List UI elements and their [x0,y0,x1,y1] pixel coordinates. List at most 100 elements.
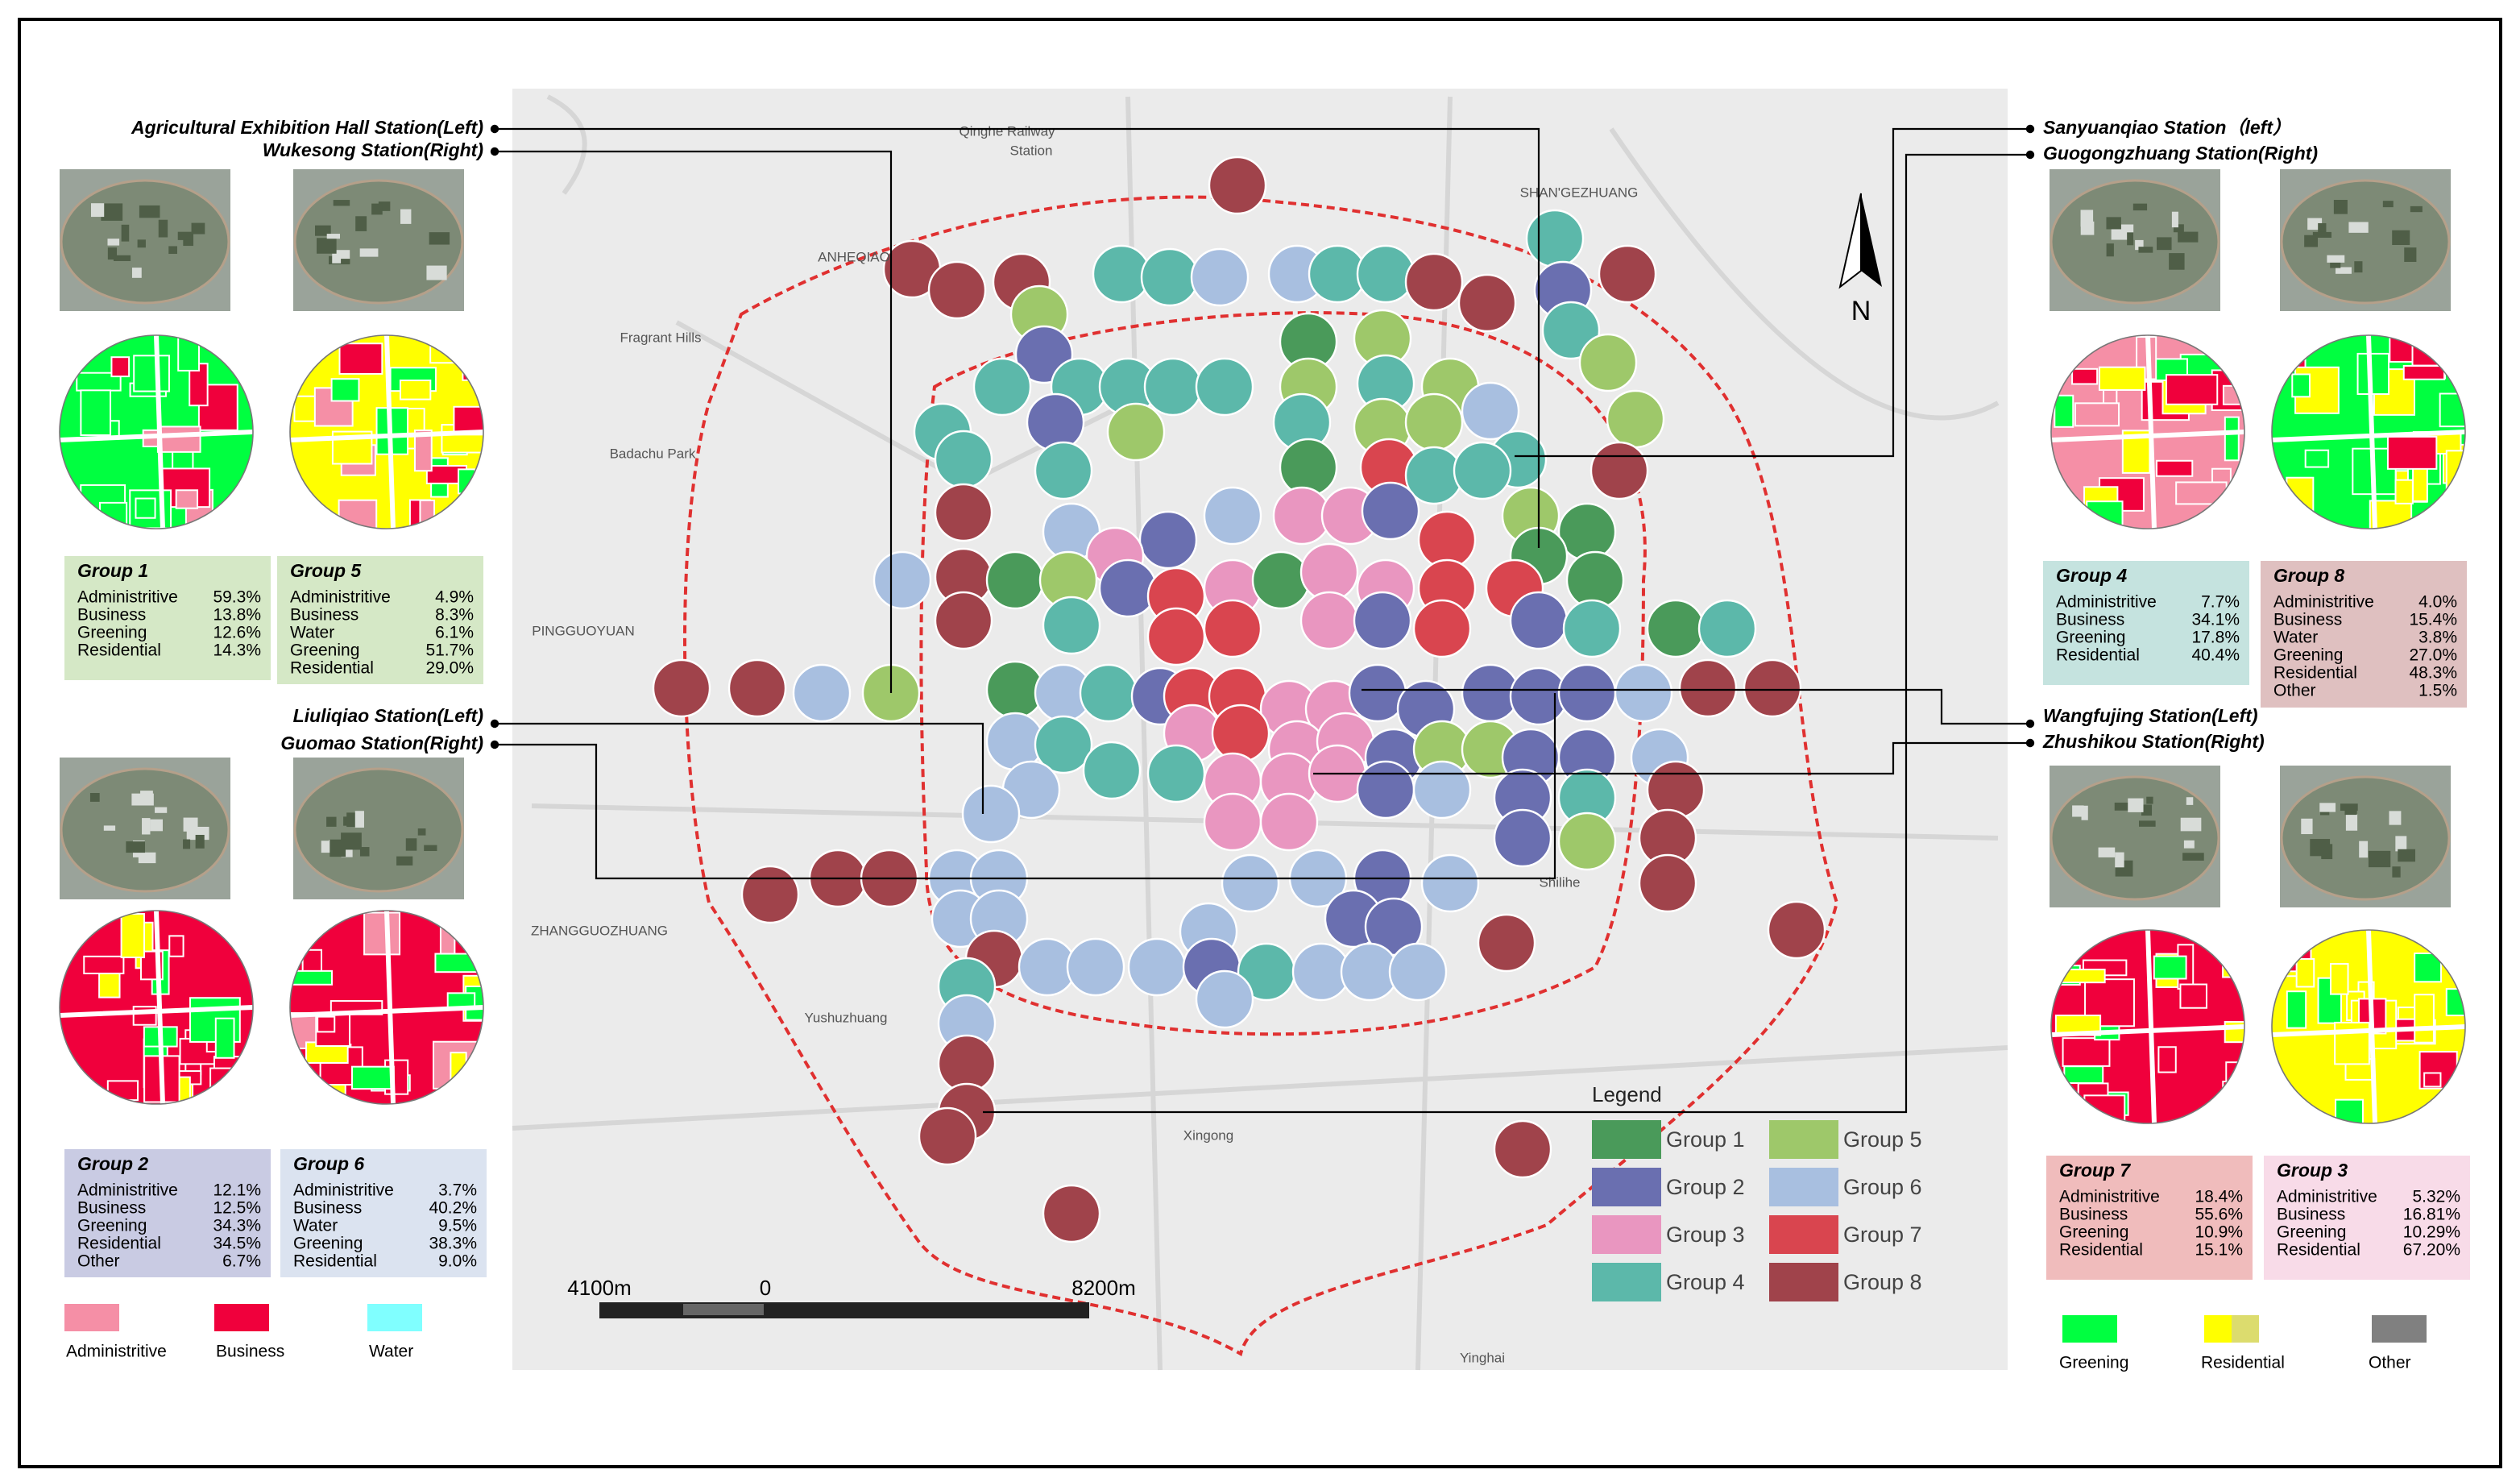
station-cell [1404,392,1464,452]
group-title: Group 8 [2273,565,2344,586]
station-cell [1388,942,1448,1002]
group-row-value: 6.7% [222,1252,261,1271]
station-cell [792,663,852,723]
satellite-block [2171,211,2178,228]
station-cell [1509,591,1569,650]
group-row-value: 29.0% [425,659,474,678]
station-cell [1493,808,1552,868]
station-cell [1412,599,1472,658]
group-row-label: Greening [77,1217,147,1235]
station-cell [1557,663,1617,723]
map-label: ANHEQIAO [818,249,890,264]
station-cell [1364,897,1424,957]
station-cell [961,784,1021,844]
group-row-label: Greening [2273,646,2343,665]
legend-swatch [1769,1120,1838,1159]
satellite-block [2327,255,2345,263]
satellite-block [405,838,417,851]
group-row-label: Greening [2059,1223,2128,1242]
map-label: Qinghe Railway [959,123,1055,139]
satellite-block [90,203,105,218]
satellite-block [2318,222,2327,233]
group-row-label: Business [2277,1206,2345,1224]
satellite-block [2127,232,2134,246]
satellite-block [2312,231,2332,238]
land-use-parcel [2224,416,2240,462]
connector [1313,741,2030,775]
satellite-block [2336,267,2352,274]
legend-label: Group 4 [1666,1270,1745,1294]
land-use-parcel [413,429,433,472]
station-cell [1767,900,1826,960]
satellite-block [150,819,164,832]
land-use-parcel [2423,1072,2442,1088]
land-use-label: Business [216,1343,284,1361]
group-row-value: 40.2% [429,1199,477,1218]
north-label: N [1851,296,1871,326]
station-cell [1140,247,1200,307]
land-use-parcel [330,378,360,402]
station-cell [1638,853,1697,913]
satellite-block [2348,222,2369,233]
satellite-block [168,246,178,255]
land-use-map [290,911,483,1104]
group-row-value: 15.1% [2195,1241,2243,1260]
station-cell [1221,853,1280,913]
satellite-block [346,812,357,828]
land-use-parcel [110,356,131,378]
station-cell [1461,381,1520,441]
land-use-parcel [363,911,401,956]
map-label: Shilihe [1539,874,1580,890]
group-row-value: 34.3% [213,1217,261,1235]
station-cell [1042,1184,1101,1243]
satellite-block [317,238,337,254]
satellite-block [140,791,153,799]
land-use-swatch [214,1304,269,1331]
satellite-block [396,856,413,866]
group-row-value: 3.7% [438,1181,477,1200]
satellite-block [2135,239,2144,251]
station-cell [1457,273,1517,333]
group-row-value: 12.1% [213,1181,261,1200]
station-label: Wukesong Station(Right) [263,139,483,160]
land-use-parcel [2156,459,2194,477]
satellite-block [2178,231,2199,243]
group-title: Group 5 [290,560,362,581]
land-use-label: Other [2369,1354,2411,1372]
satellite-block [355,216,367,231]
land-use-map [290,335,483,529]
station-label: Sanyuanqiao Station（left） [2043,117,2291,138]
group-row-value: 14.3% [213,641,261,660]
station-cell [1195,969,1254,1029]
legend-label: Group 7 [1843,1223,1922,1247]
group-row-value: 1.5% [2418,682,2457,700]
land-use-parcel [80,389,112,436]
satellite-block [2138,820,2156,827]
satellite-block [424,845,437,852]
land-use-parcel [2286,990,2307,1029]
group-row-label: Business [290,606,359,625]
group-row-label: Water [293,1217,338,1235]
land-use-parcel [98,972,121,998]
connector [495,693,1556,880]
station-cell [1082,741,1142,800]
satellite-block [2404,247,2417,262]
land-use-outline [2271,334,2466,529]
station-cell [740,865,800,924]
satellite-block [2081,805,2088,820]
legend-label: Group 6 [1843,1175,1922,1199]
group-row-label: Business [77,1199,146,1218]
station-label: Wangfujing Station(Left) [2043,705,2258,726]
satellite-block [2132,203,2148,211]
legend-swatch [1769,1263,1838,1301]
satellite-image [293,767,464,893]
land-use-parcel [317,1015,336,1033]
legend-swatch [1592,1168,1661,1206]
group-row-label: Other [2273,682,2316,700]
group-row-label: Administritive [2273,593,2374,612]
satellite-block [341,259,350,264]
group-row-label: Water [290,624,334,642]
group-row-value: 13.8% [213,606,261,625]
group-row-label: Residential [2273,664,2357,683]
group-row-value: 55.6% [2195,1206,2243,1224]
